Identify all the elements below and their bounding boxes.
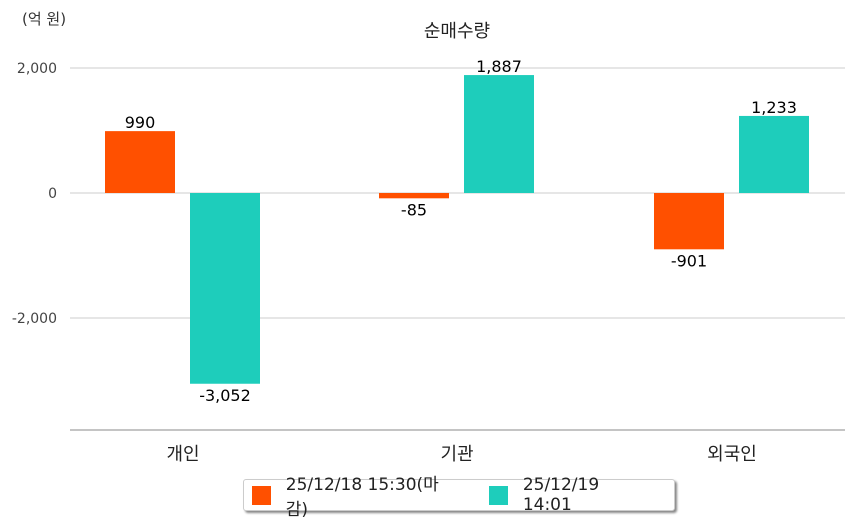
chart-title: 순매수량 <box>424 21 490 42</box>
legend-label-1: 25/12/19 14:01 <box>522 475 600 515</box>
legend: 25/12/18 15:30(마감) 25/12/19 14:01 <box>243 475 675 520</box>
unit-label: (억 원) <box>22 10 66 28</box>
legend-label-0: 25/12/18 15:30(마감) <box>285 475 439 520</box>
y-tick-label: -2,000 <box>12 311 57 327</box>
x-tick-label: 개인 <box>166 444 199 465</box>
y-tick-label: 0 <box>48 186 57 202</box>
data-label: 990 <box>125 113 156 132</box>
data-label: 1,887 <box>476 57 522 76</box>
legend-item-1[interactable]: 25/12/19 14:01 <box>489 475 652 515</box>
bar-0-1[interactable] <box>379 193 449 199</box>
x-tick-label: 외국인 <box>707 444 757 465</box>
legend-swatch-1 <box>489 485 508 505</box>
bar-0-0[interactable] <box>105 131 175 193</box>
data-label: -3,052 <box>199 386 251 405</box>
data-label: -85 <box>401 200 427 219</box>
legend-item-0[interactable]: 25/12/18 15:30(마감) <box>252 470 459 520</box>
x-tick-label: 기관 <box>440 444 473 465</box>
data-label: -901 <box>671 251 707 270</box>
bar-1-1[interactable] <box>464 75 534 193</box>
bar-0-2[interactable] <box>654 193 724 250</box>
bar-1-2[interactable] <box>739 115 809 193</box>
legend-swatch-0 <box>252 485 271 505</box>
bar-1-0[interactable] <box>190 193 260 384</box>
y-tick-label: 2,000 <box>17 61 57 77</box>
data-label: 1,233 <box>751 98 797 117</box>
